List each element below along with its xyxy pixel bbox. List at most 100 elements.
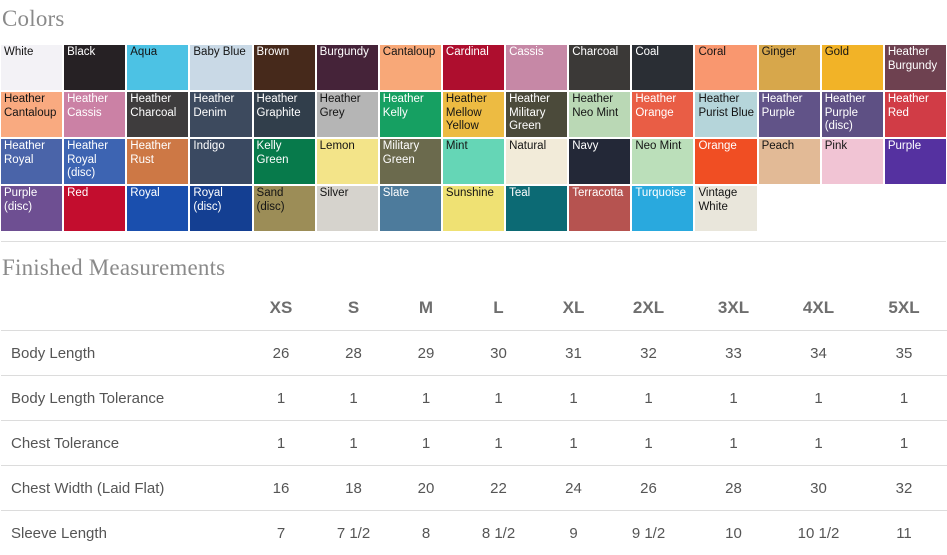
- color-swatch-label: Natural: [509, 140, 546, 152]
- color-swatch-label: Burgundy: [320, 46, 369, 58]
- color-swatch[interactable]: Heather Royal: [1, 139, 62, 184]
- color-swatch[interactable]: Heather Denim: [190, 92, 251, 137]
- color-swatch-label: Pink: [825, 140, 847, 152]
- measurement-value-cell: 33: [691, 331, 776, 376]
- color-swatch-label: Black: [67, 46, 95, 58]
- color-swatch-label: Heather Royal (disc): [67, 140, 108, 179]
- color-swatch[interactable]: Heather Military Green: [506, 92, 567, 137]
- color-swatch-label: Orange: [698, 140, 736, 152]
- color-swatch[interactable]: Ginger: [759, 45, 820, 90]
- color-swatch[interactable]: Heather Graphite: [254, 92, 315, 137]
- color-swatch-label: Heather Denim: [193, 93, 234, 119]
- measurement-row-label: Body Length Tolerance: [1, 376, 251, 421]
- measurement-value-cell: 1: [606, 421, 691, 466]
- color-swatch[interactable]: Heather Orange: [632, 92, 693, 137]
- measurement-value-cell: 1: [691, 376, 776, 421]
- color-swatch[interactable]: Vintage White: [695, 186, 756, 231]
- color-swatch[interactable]: Cantaloup: [380, 45, 441, 90]
- color-swatch[interactable]: Sand (disc): [254, 186, 315, 231]
- color-swatch[interactable]: Gold: [822, 45, 883, 90]
- color-swatch[interactable]: Teal: [506, 186, 567, 231]
- measurement-value-cell: 1: [311, 376, 396, 421]
- color-swatch[interactable]: Heather Cantaloup: [1, 92, 62, 137]
- measurement-value-cell: 35: [861, 331, 947, 376]
- color-swatch[interactable]: Charcoal: [569, 45, 630, 90]
- color-swatch[interactable]: Heather Grey: [317, 92, 378, 137]
- color-swatch[interactable]: Black: [64, 45, 125, 90]
- color-swatch-label: Heather Red: [888, 93, 929, 119]
- color-swatch[interactable]: Heather Kelly: [380, 92, 441, 137]
- color-swatch[interactable]: Pink: [822, 139, 883, 184]
- color-swatch[interactable]: Heather Purist Blue: [695, 92, 756, 137]
- measurement-value-cell: 18: [311, 466, 396, 511]
- color-swatch[interactable]: Coral: [695, 45, 756, 90]
- color-swatch[interactable]: Heather Royal (disc): [64, 139, 125, 184]
- color-swatch[interactable]: Aqua: [127, 45, 188, 90]
- measurement-value-cell: 1: [396, 421, 456, 466]
- color-swatch[interactable]: Silver: [317, 186, 378, 231]
- color-swatch-label: Heather Mellow Yellow: [446, 93, 487, 132]
- measurement-value-cell: 28: [691, 466, 776, 511]
- color-swatch[interactable]: Military Green: [380, 139, 441, 184]
- color-swatch[interactable]: Burgundy: [317, 45, 378, 90]
- size-column-header: 2XL: [606, 294, 691, 331]
- color-swatch[interactable]: Turquoise: [632, 186, 693, 231]
- color-swatch-label: Aqua: [130, 46, 157, 58]
- color-swatch[interactable]: Peach: [759, 139, 820, 184]
- color-swatch[interactable]: Cassis: [506, 45, 567, 90]
- color-swatch[interactable]: Kelly Green: [254, 139, 315, 184]
- color-swatch[interactable]: Slate: [380, 186, 441, 231]
- color-swatch[interactable]: Terracotta: [569, 186, 630, 231]
- color-swatch[interactable]: Heather Purple: [759, 92, 820, 137]
- color-swatch[interactable]: Purple (disc): [1, 186, 62, 231]
- color-swatch-label: Turquoise: [635, 187, 686, 199]
- color-swatch[interactable]: Heather Rust: [127, 139, 188, 184]
- color-swatch[interactable]: Heather Charcoal: [127, 92, 188, 137]
- color-swatch[interactable]: Heather Purple (disc): [822, 92, 883, 137]
- measurement-value-cell: 30: [776, 466, 861, 511]
- color-swatch-label: Heather Neo Mint: [572, 93, 618, 119]
- color-swatch[interactable]: Natural: [506, 139, 567, 184]
- size-column-header: XS: [251, 294, 311, 331]
- color-swatch[interactable]: Navy: [569, 139, 630, 184]
- color-swatch[interactable]: Heather Mellow Yellow: [443, 92, 504, 137]
- color-swatch-label: Lemon: [320, 140, 355, 152]
- color-swatch[interactable]: Royal (disc): [190, 186, 251, 231]
- color-swatch[interactable]: Royal: [127, 186, 188, 231]
- color-swatch[interactable]: Cardinal: [443, 45, 504, 90]
- measurement-value-cell: 7: [251, 511, 311, 555]
- color-swatch[interactable]: Purple: [885, 139, 946, 184]
- color-swatch-label: Sand (disc): [257, 187, 285, 213]
- color-swatch[interactable]: Baby Blue: [190, 45, 251, 90]
- color-swatch[interactable]: Heather Red: [885, 92, 946, 137]
- color-swatch[interactable]: Neo Mint: [632, 139, 693, 184]
- color-swatch[interactable]: Lemon: [317, 139, 378, 184]
- measurement-value-cell: 31: [541, 331, 606, 376]
- color-swatch-label: Purple (disc): [4, 187, 37, 213]
- color-swatch[interactable]: Indigo: [190, 139, 251, 184]
- color-swatch[interactable]: Coal: [632, 45, 693, 90]
- color-swatch[interactable]: Brown: [254, 45, 315, 90]
- color-swatch[interactable]: Red: [64, 186, 125, 231]
- color-swatch[interactable]: Heather Neo Mint: [569, 92, 630, 137]
- color-swatch-label: Coal: [635, 46, 659, 58]
- color-swatch-label: Heather Charcoal: [130, 93, 176, 119]
- measurement-value-cell: 9: [541, 511, 606, 555]
- measurement-value-cell: 26: [251, 331, 311, 376]
- color-swatch[interactable]: Sunshine: [443, 186, 504, 231]
- color-swatch-label: Indigo: [193, 140, 224, 152]
- measurement-value-cell: 1: [776, 376, 861, 421]
- color-swatch[interactable]: Orange: [695, 139, 756, 184]
- color-swatch-label: Navy: [572, 140, 598, 152]
- color-swatch[interactable]: White: [1, 45, 62, 90]
- color-swatch-label: Neo Mint: [635, 140, 681, 152]
- color-swatch[interactable]: Mint: [443, 139, 504, 184]
- color-swatch[interactable]: Heather Cassis: [64, 92, 125, 137]
- measurement-row-label: Body Length: [1, 331, 251, 376]
- color-swatch[interactable]: Heather Burgundy: [885, 45, 946, 90]
